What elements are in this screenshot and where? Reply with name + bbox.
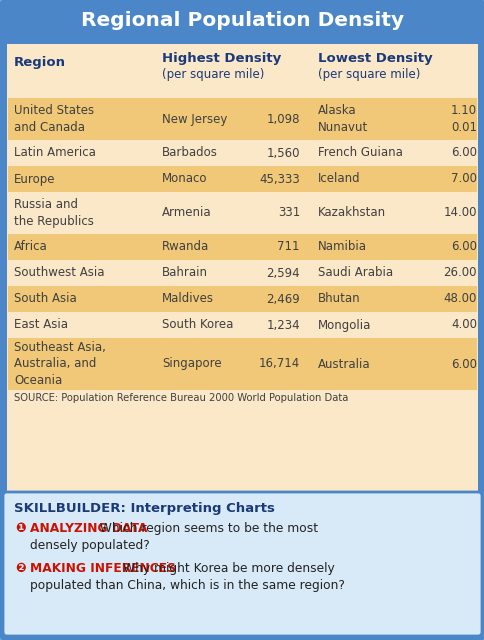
Text: 26.00: 26.00	[442, 266, 476, 280]
Bar	[8, 166, 476, 192]
Text: Why might Korea be more densely
populated than China, which is in the same regio: Why might Korea be more densely populate…	[30, 562, 344, 592]
Text: 6.00: 6.00	[450, 358, 476, 371]
Text: 1.10
0.01: 1.10 0.01	[450, 104, 476, 134]
Text: 1,234: 1,234	[266, 319, 300, 332]
Text: French Guiana: French Guiana	[318, 147, 402, 159]
Text: Highest Density: Highest Density	[162, 52, 281, 65]
Text: Latin America: Latin America	[14, 147, 96, 159]
Text: Singapore: Singapore	[162, 358, 221, 371]
Text: Alaska
Nunavut: Alaska Nunavut	[318, 104, 367, 134]
Text: ❶: ❶	[15, 522, 26, 535]
Text: Bahrain: Bahrain	[162, 266, 208, 280]
Text: 1,098: 1,098	[266, 113, 300, 125]
Text: SKILLBUILDER: Interpreting Charts: SKILLBUILDER: Interpreting Charts	[14, 502, 274, 515]
Text: Saudi Arabia: Saudi Arabia	[318, 266, 393, 280]
Bar	[8, 338, 476, 390]
Text: Maldives: Maldives	[162, 292, 213, 305]
Text: Barbados: Barbados	[162, 147, 217, 159]
Text: (per square mile): (per square mile)	[162, 68, 264, 81]
Text: 16,714: 16,714	[258, 358, 300, 371]
Text: SOURCE: Population Reference Bureau 2000 World Population Data: SOURCE: Population Reference Bureau 2000…	[14, 393, 348, 403]
Text: 6.00: 6.00	[450, 241, 476, 253]
Text: 2,469: 2,469	[266, 292, 300, 305]
Text: Region: Region	[14, 56, 66, 69]
Bar	[8, 98, 476, 140]
Text: (per square mile): (per square mile)	[318, 68, 420, 81]
Text: Kazakhstan: Kazakhstan	[318, 207, 385, 220]
Text: Namibia: Namibia	[318, 241, 366, 253]
Text: 45,333: 45,333	[259, 173, 300, 186]
Text: Which region seems to be the most
densely populated?: Which region seems to be the most densel…	[30, 522, 318, 552]
Text: South Asia: South Asia	[14, 292, 76, 305]
Text: East Asia: East Asia	[14, 319, 68, 332]
Text: 14.00: 14.00	[442, 207, 476, 220]
FancyBboxPatch shape	[4, 0, 480, 49]
Bar	[8, 286, 476, 312]
Text: 331: 331	[277, 207, 300, 220]
Text: ANALYZING DATA: ANALYZING DATA	[30, 522, 147, 535]
Text: Monaco: Monaco	[162, 173, 207, 186]
Text: Iceland: Iceland	[318, 173, 360, 186]
Text: MAKING INFERENCES: MAKING INFERENCES	[30, 562, 176, 575]
Text: Southwest Asia: Southwest Asia	[14, 266, 104, 280]
Text: Southeast Asia,
Australia, and
Oceania: Southeast Asia, Australia, and Oceania	[14, 340, 106, 387]
Text: 48.00: 48.00	[443, 292, 476, 305]
Text: Mongolia: Mongolia	[318, 319, 371, 332]
Text: 7.00: 7.00	[450, 173, 476, 186]
Text: Armenia: Armenia	[162, 207, 211, 220]
Bar	[8, 234, 476, 260]
Text: 2,594: 2,594	[266, 266, 300, 280]
Text: Russia and
the Republics: Russia and the Republics	[14, 198, 94, 228]
Text: Europe: Europe	[14, 173, 55, 186]
Text: Australia: Australia	[318, 358, 370, 371]
Text: Lowest Density: Lowest Density	[318, 52, 432, 65]
Text: Bhutan: Bhutan	[318, 292, 360, 305]
Text: 4.00: 4.00	[450, 319, 476, 332]
Text: Rwanda: Rwanda	[162, 241, 209, 253]
Text: 6.00: 6.00	[450, 147, 476, 159]
Text: 711: 711	[277, 241, 300, 253]
FancyBboxPatch shape	[3, 492, 481, 636]
Text: ❷: ❷	[15, 562, 26, 575]
Text: New Jersey: New Jersey	[162, 113, 227, 125]
Text: Africa: Africa	[14, 241, 47, 253]
Text: 1,560: 1,560	[266, 147, 300, 159]
Text: Regional Population Density: Regional Population Density	[81, 12, 403, 31]
Bar	[7, 44, 477, 492]
Text: South Korea: South Korea	[162, 319, 233, 332]
Text: United States
and Canada: United States and Canada	[14, 104, 94, 134]
